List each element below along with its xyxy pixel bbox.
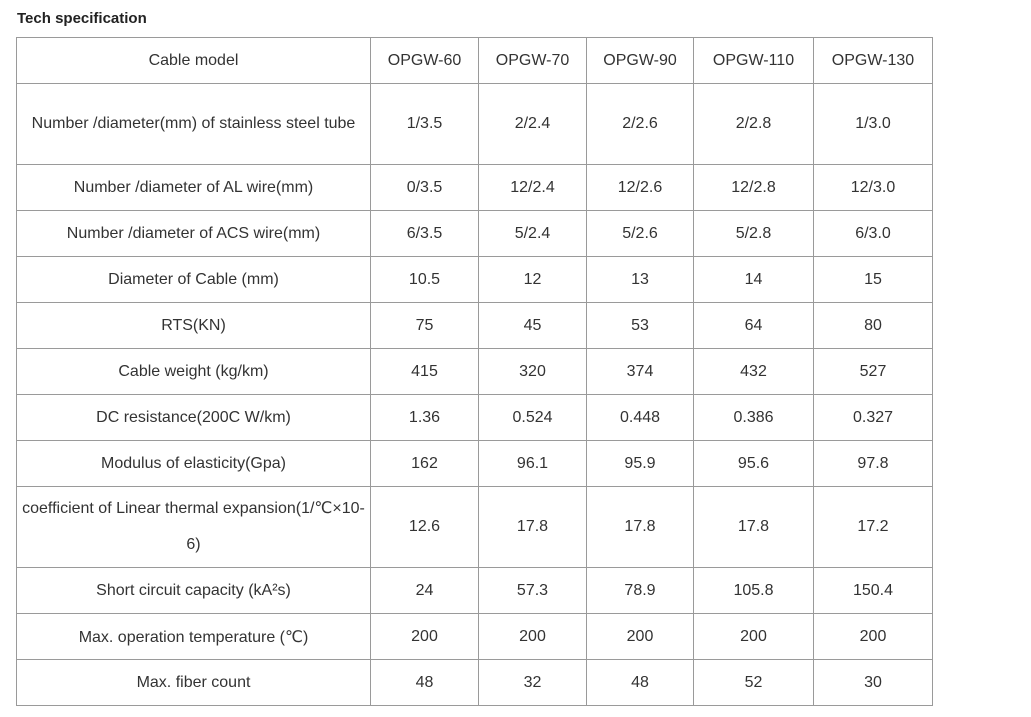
row-value: 97.8 [813, 440, 933, 487]
header-cell-model: OPGW-90 [586, 37, 694, 84]
row-value: 150.4 [813, 567, 933, 614]
spec-table-body: Number /diameter(mm) of stainless steel … [16, 83, 933, 706]
row-value: 415 [370, 348, 479, 395]
row-value: 12/2.4 [478, 164, 587, 211]
table-row: Number /diameter of AL wire(mm) 0/3.5 12… [16, 164, 933, 211]
row-value: 30 [813, 659, 933, 706]
row-value: 48 [370, 659, 479, 706]
row-label: Number /diameter of ACS wire(mm) [16, 210, 371, 257]
header-cell-cable-model: Cable model [16, 37, 371, 84]
table-header-row: Cable model OPGW-60 OPGW-70 OPGW-90 OPGW… [16, 37, 933, 84]
row-value: 2/2.6 [586, 83, 694, 165]
row-value: 1.36 [370, 394, 479, 441]
row-value: 17.8 [478, 486, 587, 568]
row-value: 52 [693, 659, 814, 706]
row-value: 320 [478, 348, 587, 395]
header-cell-model: OPGW-110 [693, 37, 814, 84]
header-cell-model: OPGW-60 [370, 37, 479, 84]
row-label: Modulus of elasticity(Gpa) [16, 440, 371, 487]
row-label: RTS(KN) [16, 302, 371, 349]
row-value: 5/2.8 [693, 210, 814, 257]
row-value: 75 [370, 302, 479, 349]
row-label: coefficient of Linear thermal expansion(… [16, 486, 371, 568]
row-value: 6/3.5 [370, 210, 479, 257]
row-value: 5/2.4 [478, 210, 587, 257]
row-value: 0.448 [586, 394, 694, 441]
row-value: 13 [586, 256, 694, 303]
row-value: 200 [478, 613, 587, 660]
row-label: Max. fiber count [16, 659, 371, 706]
row-value: 1/3.5 [370, 83, 479, 165]
header-cell-model: OPGW-130 [813, 37, 933, 84]
table-row: RTS(KN) 75 45 53 64 80 [16, 302, 933, 349]
table-row: Number /diameter of ACS wire(mm) 6/3.5 5… [16, 210, 933, 257]
spec-table-header: Cable model OPGW-60 OPGW-70 OPGW-90 OPGW… [16, 37, 933, 84]
row-label: Number /diameter(mm) of stainless steel … [16, 83, 371, 165]
row-label: Short circuit capacity (kA²s) [16, 567, 371, 614]
row-value: 95.9 [586, 440, 694, 487]
row-value: 12/2.6 [586, 164, 694, 211]
row-value: 15 [813, 256, 933, 303]
header-cell-model: OPGW-70 [478, 37, 587, 84]
row-value: 64 [693, 302, 814, 349]
table-row: DC resistance(200C W/km) 1.36 0.524 0.44… [16, 394, 933, 441]
row-value: 0.524 [478, 394, 587, 441]
row-value: 12.6 [370, 486, 479, 568]
row-value: 200 [693, 613, 814, 660]
table-row: Cable weight (kg/km) 415 320 374 432 527 [16, 348, 933, 395]
row-value: 105.8 [693, 567, 814, 614]
row-value: 96.1 [478, 440, 587, 487]
row-value: 17.8 [693, 486, 814, 568]
row-label: Number /diameter of AL wire(mm) [16, 164, 371, 211]
row-value: 0.386 [693, 394, 814, 441]
row-value: 6/3.0 [813, 210, 933, 257]
row-label: Max. operation temperature (℃) [16, 613, 371, 660]
row-value: 12 [478, 256, 587, 303]
row-value: 17.2 [813, 486, 933, 568]
table-row: Short circuit capacity (kA²s) 24 57.3 78… [16, 567, 933, 614]
row-value: 200 [586, 613, 694, 660]
row-value: 200 [370, 613, 479, 660]
row-value: 12/3.0 [813, 164, 933, 211]
row-value: 17.8 [586, 486, 694, 568]
row-value: 374 [586, 348, 694, 395]
row-value: 48 [586, 659, 694, 706]
spec-table: Cable model OPGW-60 OPGW-70 OPGW-90 OPGW… [16, 37, 933, 706]
row-value: 95.6 [693, 440, 814, 487]
row-value: 0.327 [813, 394, 933, 441]
row-value: 57.3 [478, 567, 587, 614]
page-title: Tech specification [17, 10, 147, 27]
row-label: Cable weight (kg/km) [16, 348, 371, 395]
row-value: 45 [478, 302, 587, 349]
row-value: 2/2.8 [693, 83, 814, 165]
row-label: Diameter of Cable (mm) [16, 256, 371, 303]
row-value: 78.9 [586, 567, 694, 614]
row-value: 14 [693, 256, 814, 303]
row-value: 10.5 [370, 256, 479, 303]
table-row: coefficient of Linear thermal expansion(… [16, 486, 933, 568]
row-value: 527 [813, 348, 933, 395]
row-value: 24 [370, 567, 479, 614]
row-value: 200 [813, 613, 933, 660]
row-value: 1/3.0 [813, 83, 933, 165]
row-value: 2/2.4 [478, 83, 587, 165]
table-row: Max. operation temperature (℃) 200 200 2… [16, 613, 933, 660]
table-row: Number /diameter(mm) of stainless steel … [16, 83, 933, 165]
row-value: 32 [478, 659, 587, 706]
row-value: 12/2.8 [693, 164, 814, 211]
row-value: 5/2.6 [586, 210, 694, 257]
row-label: DC resistance(200C W/km) [16, 394, 371, 441]
row-value: 432 [693, 348, 814, 395]
table-row: Modulus of elasticity(Gpa) 162 96.1 95.9… [16, 440, 933, 487]
row-value: 53 [586, 302, 694, 349]
table-row: Max. fiber count 48 32 48 52 30 [16, 659, 933, 706]
row-value: 80 [813, 302, 933, 349]
row-value: 0/3.5 [370, 164, 479, 211]
table-row: Diameter of Cable (mm) 10.5 12 13 14 15 [16, 256, 933, 303]
row-value: 162 [370, 440, 479, 487]
